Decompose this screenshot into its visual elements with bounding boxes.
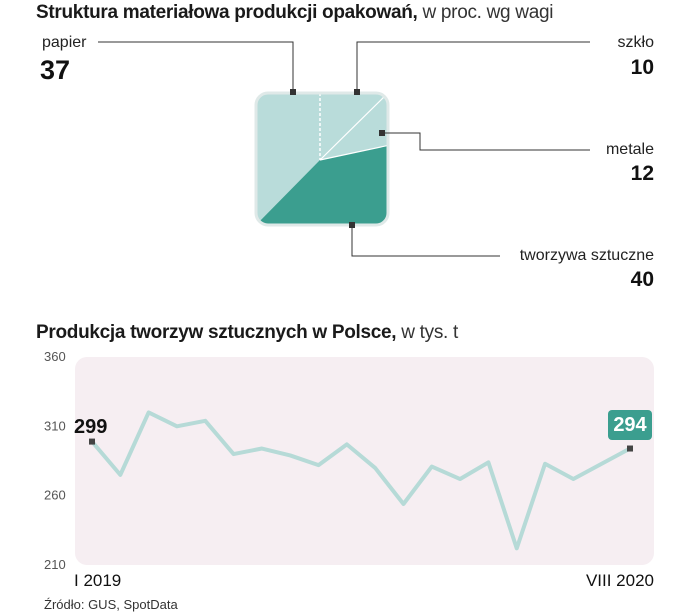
series-line	[90, 410, 631, 551]
data-point	[627, 445, 633, 452]
label-papier: papier	[42, 34, 87, 51]
value-papier: 37	[40, 55, 71, 85]
label-szklo: szkło	[617, 34, 654, 51]
y-tick-label: 360	[44, 349, 66, 364]
y-tick-label: 260	[44, 488, 66, 503]
chart-title-structure: Struktura materiałowa produkcji opakowań…	[36, 2, 553, 24]
chart-title-production: Produkcja tworzyw sztucznych w Polsce, w…	[36, 322, 458, 344]
value-tworzywa: 40	[630, 268, 654, 291]
x-label-start: I 2019	[74, 571, 122, 590]
slice-tworzywa	[256, 145, 388, 225]
source-note: Źródło: GUS, SpotData	[44, 597, 178, 612]
value-metale: 12	[630, 162, 654, 185]
title2-bold: Produkcja tworzyw sztucznych w Polsce,	[36, 322, 397, 343]
label-tworzywa: tworzywa sztuczne	[519, 247, 654, 264]
y-tick-label: 210	[44, 557, 66, 572]
title-unit: w proc. wg wagi	[417, 2, 554, 23]
structure-chart	[98, 41, 590, 257]
value-szklo: 10	[630, 56, 654, 79]
label-metale: metale	[605, 141, 654, 158]
title2-unit: w tys. t	[396, 322, 458, 343]
y-tick-label: 310	[44, 418, 66, 433]
title-bold: Struktura materiałowa produkcji opakowań…	[36, 2, 418, 23]
data-point	[89, 438, 95, 445]
start-value-label: 299	[74, 416, 108, 438]
end-value-badge: 294	[608, 410, 652, 440]
x-label-end: VIII 2020	[585, 571, 654, 590]
